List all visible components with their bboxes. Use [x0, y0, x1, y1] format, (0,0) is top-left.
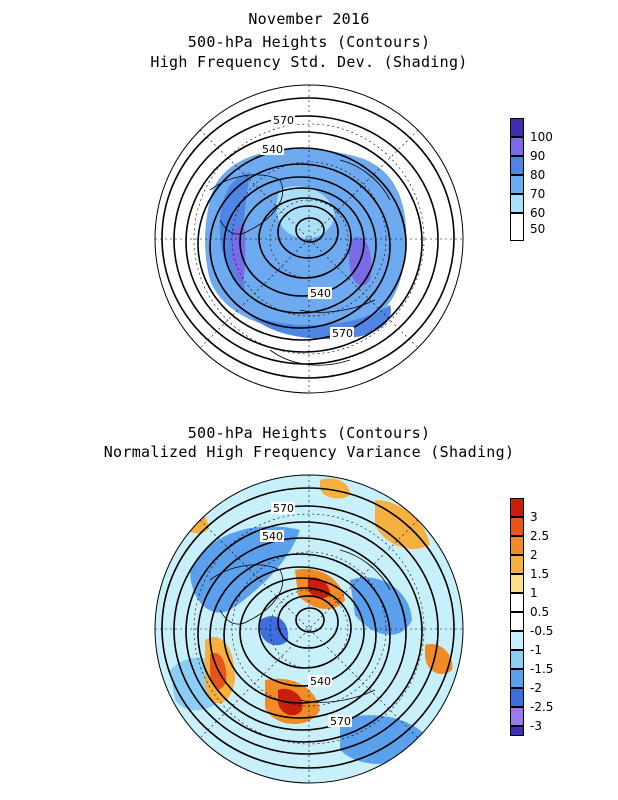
colorbar-swatch	[510, 650, 524, 669]
variance-positive-region	[308, 577, 330, 599]
colorbar-swatch	[510, 118, 524, 137]
colorbar-label: 1	[530, 586, 538, 600]
contour-label: 540	[262, 143, 283, 156]
colorbar-label: 50	[530, 222, 546, 236]
top-title-line2: 500-hPa Heights (Contours)	[187, 33, 431, 51]
colorbar-swatch	[510, 669, 524, 688]
colorbar-label: 0.5	[530, 605, 550, 619]
variance-positive-region	[320, 478, 350, 499]
colorbar-swatch	[510, 175, 524, 194]
colorbar-swatch	[510, 517, 524, 536]
colorbar-swatch	[510, 213, 524, 241]
colorbar-swatch	[510, 631, 524, 650]
colorbar-label: 2	[530, 548, 538, 562]
colorbar-label: -2.5	[530, 700, 554, 714]
colorbar-label: 1.5	[530, 567, 550, 581]
contour-label: 540	[310, 287, 331, 300]
colorbar-label: 80	[530, 168, 546, 182]
colorbar-label: 100	[530, 130, 553, 144]
colorbar-label: 60	[530, 206, 546, 220]
colorbar-swatch	[510, 156, 524, 175]
contour-label: 540	[262, 530, 283, 543]
colorbar-label: 70	[530, 187, 546, 201]
bottom-polar-map: 570 540 540 570	[154, 474, 464, 784]
colorbar-swatch	[510, 574, 524, 593]
contour-label: 570	[332, 327, 353, 340]
top-title-line1: November 2016	[248, 10, 370, 28]
contour-label: 570	[273, 114, 294, 127]
colorbar-swatch	[510, 707, 524, 726]
colorbar-label: -1	[530, 643, 542, 657]
colorbar-label: 2.5	[530, 529, 550, 543]
colorbar-swatch	[510, 536, 524, 555]
colorbar-swatch	[510, 194, 524, 213]
variance-negative-region	[350, 577, 412, 635]
top-polar-map: 570 540 540 570	[154, 84, 464, 394]
std-dev-shading-region	[205, 148, 407, 331]
colorbar-swatch	[510, 137, 524, 156]
colorbar-swatch	[510, 593, 524, 612]
colorbar-swatch	[510, 498, 524, 517]
bottom-title-line1: 500-hPa Heights (Contours)	[187, 424, 431, 442]
std-dev-shading-south-band	[250, 305, 391, 340]
colorbar-swatch	[510, 612, 524, 631]
top-title-line3: High Frequency Std. Dev. (Shading)	[150, 53, 468, 71]
colorbar-label: 90	[530, 149, 546, 163]
colorbar-label: -1.5	[530, 662, 554, 676]
contour-label: 570	[273, 502, 294, 515]
contour-label: 570	[330, 715, 351, 728]
variance-negative-region	[190, 526, 300, 613]
colorbar-label: 3	[530, 510, 538, 524]
colorbar-swatch	[510, 726, 524, 736]
colorbar-label: -3	[530, 719, 542, 733]
colorbar-label: -2	[530, 681, 542, 695]
colorbar-swatch	[510, 688, 524, 707]
colorbar-label: -0.5	[530, 624, 554, 638]
variance-negative-region	[260, 616, 289, 646]
colorbar-swatch	[510, 555, 524, 574]
bottom-title-line2: Normalized High Frequency Variance (Shad…	[103, 443, 515, 461]
std-dev-shading-max-west	[231, 224, 246, 285]
contour-label: 540	[310, 675, 331, 688]
